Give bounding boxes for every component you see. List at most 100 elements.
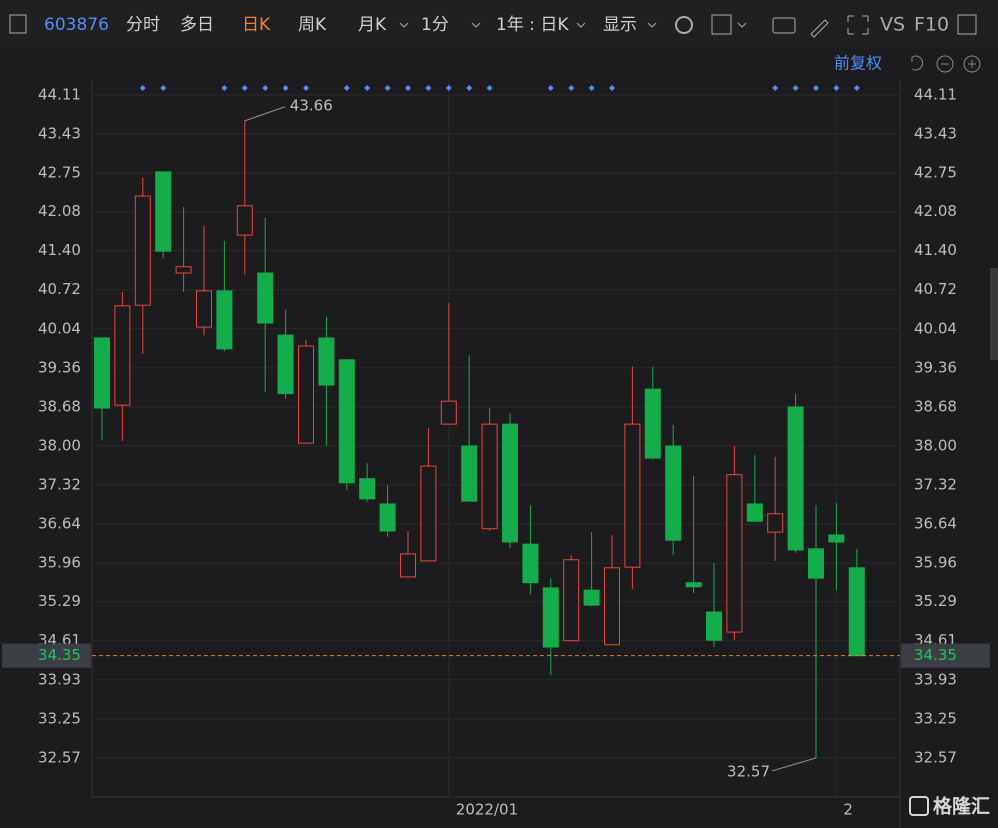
body: [338, 359, 355, 484]
zoom-in[interactable]: [963, 55, 981, 73]
y2-tick-label: 37.32: [914, 476, 957, 494]
event-marker: [282, 85, 289, 91]
y-tick-label: 41.40: [38, 241, 81, 259]
body: [848, 567, 865, 657]
body: [277, 334, 294, 395]
y-tick-label: 38.00: [38, 436, 81, 454]
body: [420, 465, 437, 562]
y-tick-label: 40.04: [38, 319, 81, 337]
display-select[interactable]: 显示: [603, 15, 637, 35]
event-marker: [853, 85, 860, 91]
scrollbar[interactable]: [990, 268, 998, 360]
y-tick-label: 32.57: [38, 748, 81, 766]
event-marker: [364, 85, 371, 91]
panel-icon[interactable]: [9, 14, 27, 34]
watermark: 格隆汇: [933, 795, 990, 818]
event-marker: [792, 85, 799, 91]
tab[interactable]: 周K: [298, 15, 327, 35]
period-select[interactable]: 1年 : 日K: [496, 15, 569, 35]
y2-tick-label: 42.75: [914, 164, 957, 182]
body: [563, 559, 580, 642]
y-tick-label: 33.25: [38, 709, 81, 727]
y2-tick-label: 36.64: [914, 515, 957, 533]
y-tick-label: 40.72: [38, 280, 81, 298]
last-price-box: [2, 643, 91, 668]
body: [685, 582, 702, 588]
body: [94, 337, 110, 409]
event-marker: [588, 85, 595, 91]
x-tick-label: 2: [843, 801, 853, 819]
event-marker: [466, 85, 473, 91]
y2-tick-label: 40.72: [914, 280, 957, 298]
body: [624, 423, 641, 568]
tab[interactable]: 分时: [126, 15, 160, 35]
y-tick-label: 36.64: [38, 515, 81, 533]
zoom-in-sign: [968, 60, 976, 68]
plot: 44.11 44.11 43.43 43.43 42.75 42.75 42.08 42.08…: [2, 80, 990, 819]
y2-tick-label: 38.00: [914, 436, 957, 454]
body: [746, 503, 763, 522]
max-annotation: 43.66: [290, 96, 333, 114]
tab[interactable]: 月K: [358, 15, 387, 35]
body: [461, 445, 478, 502]
body: [542, 587, 559, 648]
stock-code: 603876: [44, 15, 109, 35]
f10-button[interactable]: F10: [914, 14, 949, 36]
y2-tick-label: 35.96: [914, 554, 957, 572]
settings-icon[interactable]: [675, 16, 693, 34]
event-marker: [303, 85, 309, 91]
event-marker: [568, 85, 575, 91]
box-icon[interactable]: [711, 14, 732, 35]
body: [155, 171, 172, 252]
body: [196, 290, 212, 328]
body: [298, 345, 314, 444]
event-marker: [547, 85, 554, 91]
event-marker: [833, 85, 840, 91]
y-tick-label: 44.11: [38, 85, 81, 103]
last-price-label: 34.35: [38, 646, 81, 664]
event-marker: [139, 85, 146, 91]
zoom-out[interactable]: [936, 55, 954, 73]
undo-icon[interactable]: [911, 55, 924, 71]
body: [706, 611, 722, 641]
event-marker: [160, 85, 167, 91]
body: [787, 406, 804, 551]
body: [828, 534, 845, 543]
dropdown-arrow: [576, 22, 586, 28]
body: [665, 445, 682, 541]
event-marker: [262, 85, 269, 91]
tab-active[interactable]: 日K: [242, 15, 271, 35]
body: [644, 388, 661, 459]
fullscreen-icon[interactable]: [847, 15, 869, 35]
adjust-button[interactable]: 前复权: [834, 54, 882, 73]
y2-tick-label: 44.11: [914, 85, 957, 103]
camera-icon[interactable]: [772, 17, 796, 34]
event-marker: [384, 85, 391, 91]
y2-tick-label: 40.04: [914, 319, 957, 337]
vs-button[interactable]: VS: [880, 14, 905, 36]
body: [726, 474, 743, 633]
annotation-leader: [771, 757, 817, 772]
y2-tick-label: 41.40: [914, 241, 957, 259]
event-marker: [609, 85, 615, 91]
body: [236, 205, 253, 236]
tab[interactable]: 1分: [421, 15, 449, 35]
tab[interactable]: 多日: [180, 15, 214, 35]
layout-icon[interactable]: [957, 14, 977, 35]
y-tick-label: 43.43: [38, 125, 81, 143]
pen-icon[interactable]: [810, 19, 829, 38]
x-tick-label: 2022/01: [456, 801, 518, 819]
event-marker: [772, 85, 779, 91]
y-tick-label: 33.93: [38, 670, 81, 688]
watermark-logo: [909, 796, 929, 816]
body: [481, 423, 498, 530]
y2-tick-label: 43.43: [914, 125, 957, 143]
y-tick-label: 35.29: [38, 592, 81, 610]
y-tick-label: 42.75: [38, 164, 81, 182]
event-marker: [343, 85, 350, 91]
annotation-leader: [244, 106, 285, 122]
y2-tick-label: 38.68: [914, 397, 957, 415]
dropdown-arrow: [471, 22, 481, 28]
event-marker: [445, 85, 452, 91]
